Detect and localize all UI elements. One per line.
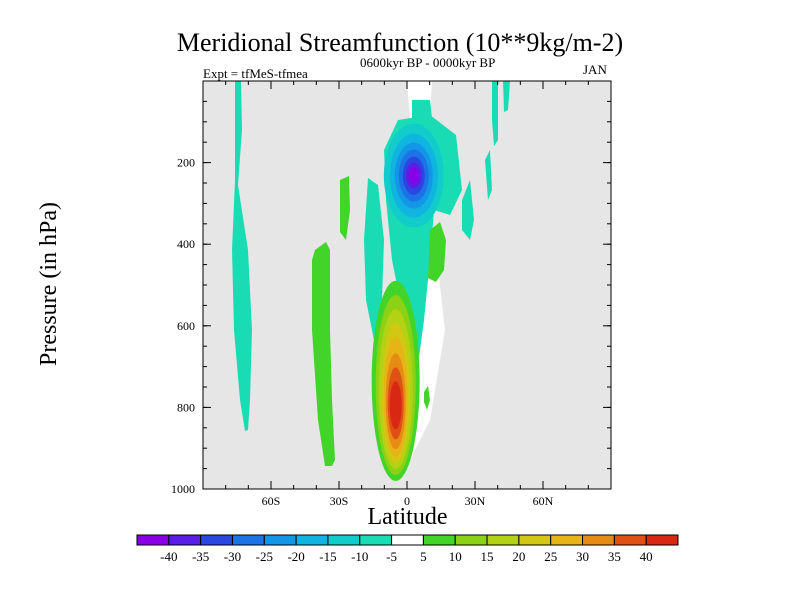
colorbar-label: 30: [576, 549, 589, 564]
contour-neg-5: [364, 178, 384, 340]
colorbar-swatch: [613, 534, 647, 546]
x-tick-label: 0: [404, 494, 410, 508]
colorbar-label: -10: [351, 549, 368, 564]
colorbar-swatch: [486, 534, 520, 546]
contour-pos5: [424, 386, 430, 410]
colorbar-label: 15: [481, 549, 494, 564]
colorbar-label: 25: [544, 549, 557, 564]
colorbar-swatch: [295, 534, 329, 546]
colorbar-swatch: [454, 534, 488, 546]
contour-pos40: [389, 381, 402, 430]
colorbar-swatch: [231, 534, 265, 546]
x-tick-label: 60S: [262, 494, 281, 508]
colorbar-label: -5: [386, 549, 397, 564]
x-axis-label: Latitude: [367, 504, 448, 530]
colorbar-swatch: [422, 534, 456, 546]
colorbar-label: -25: [256, 549, 273, 564]
colorbar-label: 20: [512, 549, 525, 564]
contour-neg-5: [485, 150, 492, 200]
colorbar-swatch: [136, 534, 170, 546]
contour-neg-5: [462, 180, 474, 240]
y-tick-label: 200: [177, 156, 195, 170]
colorbar-swatch: [200, 534, 233, 546]
colorbar-swatch: [168, 534, 202, 546]
y-tick-label: 800: [177, 400, 195, 414]
colorbar-label: -40: [160, 549, 177, 564]
y-tick-label: 1000: [171, 482, 195, 496]
colorbar-label: 35: [608, 549, 621, 564]
colorbar-swatch: [582, 534, 615, 546]
colorbar-label: -20: [287, 549, 304, 564]
colorbar-label: -15: [319, 549, 336, 564]
month-label: JAN: [583, 62, 607, 77]
chart-title: Meridional Streamfunction (10**9kg/m-2): [176, 28, 624, 57]
contour-pos5: [340, 176, 350, 240]
x-tick-label: 30N: [465, 494, 486, 508]
colorbar-swatch: [518, 534, 552, 546]
colorbar-label: 5: [420, 549, 427, 564]
contour-neg-5: [232, 81, 252, 431]
contour-pos5: [428, 222, 446, 282]
experiment-label: Expt = tfMeS-tfmea: [203, 66, 308, 81]
contour-neg40: [408, 167, 419, 184]
colorbar-label: 10: [449, 549, 462, 564]
colorbar-swatch: [263, 534, 297, 546]
y-tick-label: 400: [177, 237, 195, 251]
period-label: 0600kyr BP - 0000kyr BP: [360, 55, 496, 70]
contour-pos5: [312, 242, 335, 466]
contour-neg-5: [503, 81, 510, 112]
y-tick-label: 600: [177, 319, 195, 333]
colorbar-label: 40: [640, 549, 653, 564]
colorbar-label: -30: [224, 549, 241, 564]
colorbar-swatch: [645, 534, 679, 546]
colorbar-swatch: [391, 534, 424, 546]
contour-neg-5: [412, 100, 432, 118]
colorbar-swatch: [550, 534, 584, 546]
colorbar-swatch: [359, 534, 393, 546]
x-tick-label: 30S: [330, 494, 349, 508]
contour-neg-5: [492, 81, 498, 146]
colorbar-swatch: [327, 534, 361, 546]
colorbar-label: -35: [192, 549, 209, 564]
x-tick-label: 60N: [533, 494, 554, 508]
